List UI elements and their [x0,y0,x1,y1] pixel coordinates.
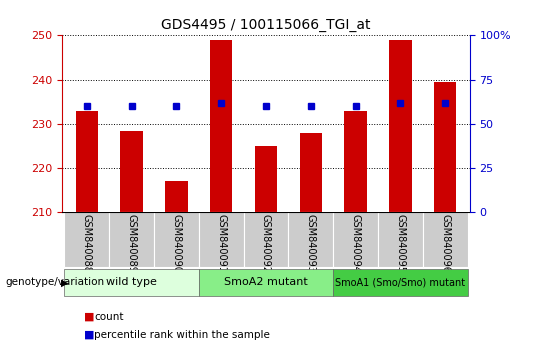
Text: GSM840096: GSM840096 [440,214,450,273]
Bar [76,110,98,212]
Text: SmoA2 mutant: SmoA2 mutant [224,277,308,287]
Bar [64,212,109,267]
Bar [165,181,187,212]
Title: GDS4495 / 100115066_TGI_at: GDS4495 / 100115066_TGI_at [161,18,370,32]
Bar [345,110,367,212]
Bar [389,40,411,212]
Text: GSM840092: GSM840092 [261,214,271,273]
Bar [120,131,143,212]
Text: count: count [94,312,124,322]
Bar [423,212,468,267]
Bar [64,269,199,296]
Text: ▶: ▶ [60,277,68,287]
Text: GSM840094: GSM840094 [350,214,361,273]
Text: ■: ■ [84,312,94,322]
Bar [300,133,322,212]
Bar [199,269,333,296]
Text: GSM840091: GSM840091 [216,214,226,273]
Bar [378,212,423,267]
Bar [288,212,333,267]
Bar [434,82,456,212]
Text: percentile rank within the sample: percentile rank within the sample [94,330,271,339]
Text: SmoA1 (Smo/Smo) mutant: SmoA1 (Smo/Smo) mutant [335,277,465,287]
Bar [210,40,232,212]
Bar [333,212,378,267]
Text: GSM840093: GSM840093 [306,214,316,273]
Text: wild type: wild type [106,277,157,287]
Text: GSM840088: GSM840088 [82,214,92,273]
Text: GSM840095: GSM840095 [395,214,406,273]
Bar [199,212,244,267]
Text: GSM840090: GSM840090 [171,214,181,273]
Bar [255,146,277,212]
Bar [244,212,288,267]
Text: ■: ■ [84,330,94,339]
Text: genotype/variation: genotype/variation [5,277,105,287]
Bar [109,212,154,267]
Bar [154,212,199,267]
Bar [333,269,468,296]
Text: GSM840089: GSM840089 [126,214,137,273]
